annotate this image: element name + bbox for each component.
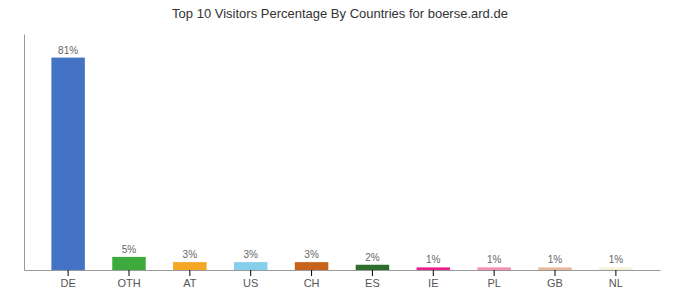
x-tick: PL <box>487 270 500 289</box>
y-axis <box>24 35 25 271</box>
x-axis-line <box>25 270 661 271</box>
bar <box>295 262 328 270</box>
bar <box>417 267 450 270</box>
data-label: 1% <box>548 254 563 265</box>
bar <box>234 262 267 270</box>
x-tick: ES <box>365 270 380 289</box>
x-tick: OTH <box>117 270 140 289</box>
x-tick-mark <box>311 270 312 276</box>
x-tick: AT <box>183 270 197 289</box>
x-tick-mark <box>494 270 495 276</box>
x-tick: NL <box>609 270 623 289</box>
data-label: 5% <box>122 244 137 255</box>
data-label: 3% <box>243 249 258 260</box>
data-label: 3% <box>304 249 319 260</box>
x-tick-mark <box>615 270 616 276</box>
x-tick-label: NL <box>609 277 623 289</box>
x-tick-label: US <box>243 277 258 289</box>
x-tick-label: GB <box>547 277 563 289</box>
bar <box>112 257 145 270</box>
x-tick-mark <box>372 270 373 276</box>
bar <box>477 267 510 270</box>
x-tick-mark <box>250 270 251 276</box>
x-tick-mark <box>128 270 129 276</box>
data-label: 1% <box>426 254 441 265</box>
x-tick-label: AT <box>183 277 197 289</box>
x-tick-mark <box>189 270 190 276</box>
data-label: 1% <box>609 254 624 265</box>
x-tick-label: IE <box>428 277 438 289</box>
bar <box>599 267 632 270</box>
x-tick-label: ES <box>365 277 380 289</box>
x-tick-label: CH <box>304 277 320 289</box>
x-tick-mark <box>555 270 556 276</box>
x-tick-label: OTH <box>117 277 140 289</box>
x-tick-label: PL <box>487 277 500 289</box>
x-axis: DE OTH AT US CH ES IE PL GB NL <box>25 270 661 289</box>
data-label: 1% <box>487 254 502 265</box>
data-label: 3% <box>183 249 198 260</box>
x-tick-mark <box>68 270 69 276</box>
data-label: 81% <box>58 45 78 56</box>
x-tick: IE <box>428 270 438 289</box>
x-tick-mark <box>433 270 434 276</box>
title: Top 10 Visitors Percentage By Countries … <box>172 6 508 21</box>
data-label: 2% <box>365 252 380 263</box>
data-labels: 81% 5% 3% 3% 3% 2% 1% 1% 1% 1% <box>58 45 623 266</box>
x-tick-label: DE <box>60 277 75 289</box>
x-tick: GB <box>547 270 563 289</box>
x-tick: DE <box>60 270 75 289</box>
bar <box>173 262 206 270</box>
x-tick: CH <box>304 270 320 289</box>
bar <box>51 58 84 270</box>
plot: DE OTH AT US CH ES IE PL GB NL 81% 5% 3% 3% 3% 2% 1% 1% 1%… <box>25 35 661 289</box>
bars <box>51 58 632 270</box>
x-tick: US <box>243 270 258 289</box>
chart: DE OTH AT US CH ES IE PL GB NL 81% 5% 3% 3% 3% 2% 1% 1% 1%… <box>0 0 680 300</box>
bar <box>538 267 571 270</box>
y-axis-line <box>24 35 25 271</box>
bar <box>356 265 389 270</box>
